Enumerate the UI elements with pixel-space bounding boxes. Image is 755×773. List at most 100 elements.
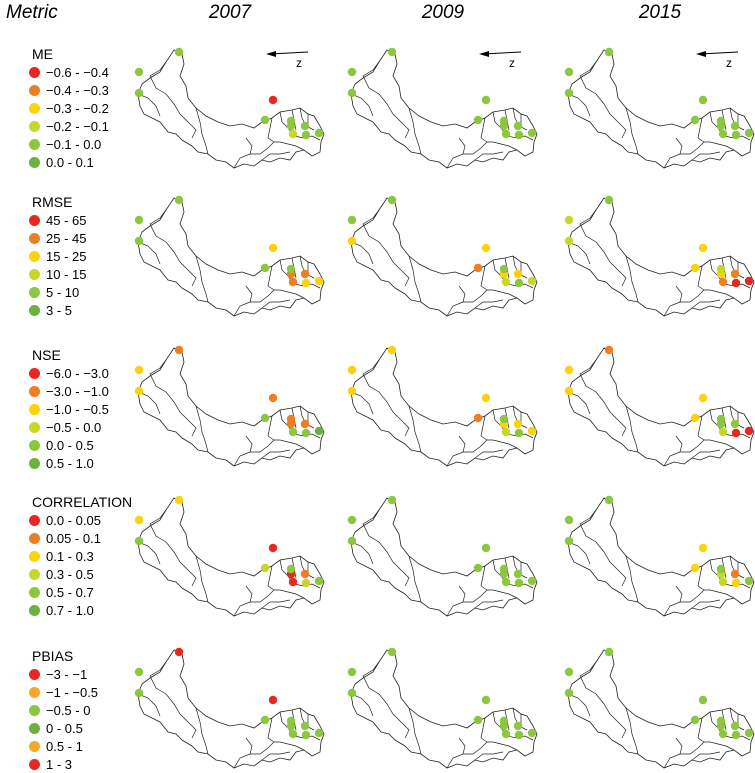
watershed-outline — [350, 197, 538, 317]
station-marker — [730, 419, 740, 429]
map-panel-pbias-2015 — [564, 647, 755, 769]
station-marker — [564, 515, 574, 525]
subbasin-boundary — [408, 707, 422, 755]
station-marker — [698, 393, 708, 403]
station-marker — [268, 695, 278, 705]
subbasin-boundary — [691, 751, 721, 761]
subbasin-boundary — [709, 289, 735, 299]
legend-label: 0.5 - 1 — [46, 738, 83, 754]
subbasin-boundary — [362, 61, 410, 139]
subbasin-boundary — [137, 693, 161, 717]
header-metric: Metric — [6, 2, 58, 23]
subbasin-boundary — [709, 741, 735, 751]
station-marker — [134, 688, 144, 698]
subbasin-boundary — [245, 137, 253, 155]
subbasin-boundary — [691, 299, 721, 309]
station-marker — [514, 578, 524, 588]
subbasin-boundary — [709, 141, 735, 151]
subbasin-boundary — [625, 555, 639, 603]
station-marker — [744, 426, 754, 436]
station-marker — [527, 728, 537, 738]
legend-swatch — [29, 232, 40, 244]
subbasin-boundary — [697, 415, 705, 441]
station-marker — [501, 729, 511, 739]
subbasin-boundary — [697, 265, 705, 291]
station-marker — [174, 647, 184, 657]
header-year-2009: 2009 — [421, 2, 465, 23]
subbasin-boundary — [408, 555, 422, 603]
subbasin-boundary — [261, 751, 291, 761]
station-marker — [286, 264, 296, 274]
station-marker — [501, 277, 511, 287]
map-panel-rmse-2009 — [347, 195, 538, 317]
station-marker — [564, 215, 574, 225]
subbasin-boundary — [474, 299, 504, 309]
station-marker — [716, 716, 726, 726]
subbasin-boundary — [267, 415, 275, 441]
legend-item: −6.0 - −3.0 — [6, 364, 126, 382]
legend-item: 25 - 45 — [6, 229, 126, 247]
subbasin-boundary — [267, 117, 275, 143]
station-marker — [481, 95, 491, 105]
subbasin-boundary — [625, 707, 639, 755]
subbasin-boundary — [362, 661, 410, 739]
station-marker — [731, 428, 741, 438]
station-marker — [690, 115, 700, 125]
subbasin-boundary — [245, 285, 253, 303]
station-marker — [174, 345, 184, 355]
subbasin-boundary — [350, 391, 374, 415]
station-marker — [731, 578, 741, 588]
legend-swatch — [29, 686, 40, 698]
station-marker — [564, 67, 574, 77]
station-marker — [268, 95, 278, 105]
station-marker — [301, 578, 311, 588]
station-marker — [499, 264, 509, 274]
station-marker — [514, 428, 524, 438]
station-marker — [527, 276, 537, 286]
station-marker — [564, 688, 574, 698]
subbasin-boundary — [279, 141, 305, 151]
legend-swatch — [29, 704, 40, 716]
subbasin-boundary — [261, 599, 291, 609]
legend-label: −1 - −0.5 — [46, 684, 99, 700]
station-marker — [501, 577, 511, 587]
station-marker — [347, 215, 357, 225]
station-marker — [690, 563, 700, 573]
legend-swatch — [29, 66, 40, 78]
legend-label: −0.5 - 0.0 — [46, 419, 102, 435]
legend-item: −0.5 - 0.0 — [6, 418, 126, 436]
map-panel-pbias-2009 — [347, 647, 538, 769]
subbasin-boundary — [480, 265, 488, 291]
legend-me: ME −0.6 - −0.4 −0.4 - −0.3 −0.3 - −0.2 −0.2 … — [6, 46, 126, 171]
map-panel-me-2007: z — [134, 47, 325, 169]
station-marker — [314, 128, 324, 138]
station-marker — [744, 728, 754, 738]
subbasin-boundary — [137, 391, 161, 415]
legend-item: −0.6 - −0.4 — [6, 63, 126, 81]
map-panel-correlation-2009 — [347, 495, 538, 617]
station-marker — [134, 386, 144, 396]
legend-label: −3.0 - −1.0 — [46, 383, 109, 399]
station-marker — [268, 243, 278, 253]
subbasin-boundary — [675, 137, 683, 155]
station-marker — [260, 115, 270, 125]
legend-item: 0.5 - 1 — [6, 737, 126, 755]
station-marker — [134, 236, 144, 246]
subbasin-boundary — [579, 509, 627, 587]
legend-item: 45 - 65 — [6, 211, 126, 229]
subbasin-boundary — [697, 117, 705, 143]
station-marker — [744, 276, 754, 286]
station-marker — [288, 729, 298, 739]
station-marker — [260, 413, 270, 423]
station-marker — [347, 667, 357, 677]
subbasin-boundary — [261, 151, 291, 161]
station-marker — [564, 536, 574, 546]
station-marker — [387, 345, 397, 355]
legend-swatch — [29, 286, 40, 298]
station-marker — [134, 215, 144, 225]
watershed-outline — [137, 497, 325, 617]
station-marker — [499, 414, 509, 424]
watershed-outline — [567, 649, 755, 769]
legend-label: 0.0 - 0.1 — [46, 154, 94, 170]
legend-swatch — [29, 604, 40, 616]
